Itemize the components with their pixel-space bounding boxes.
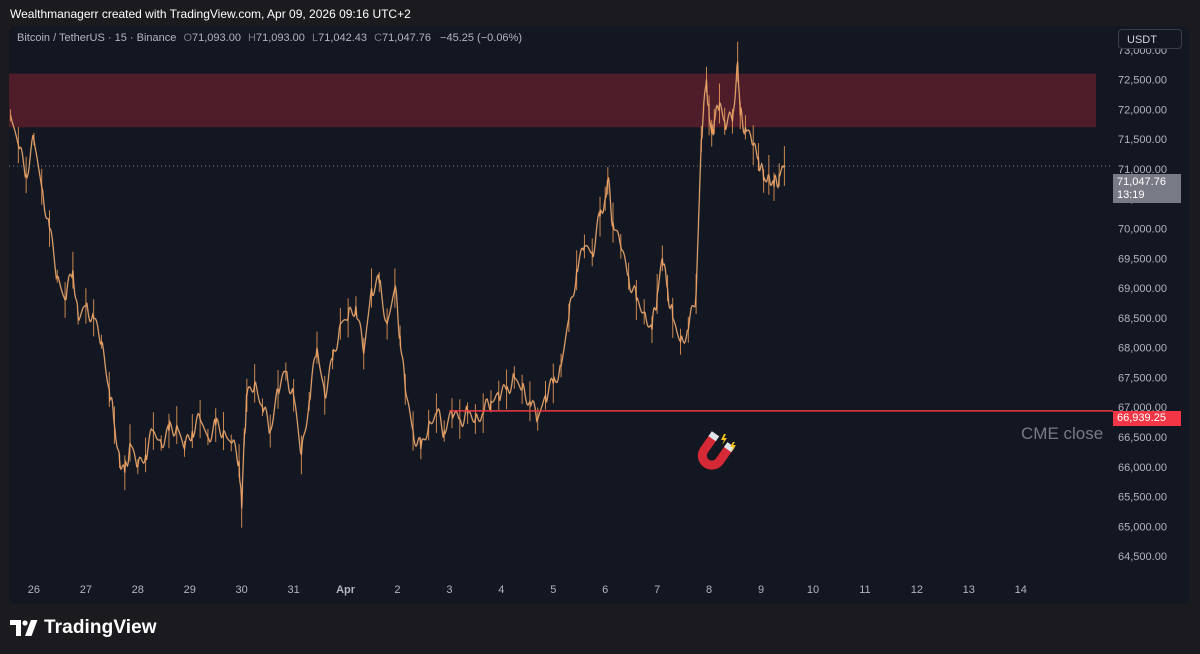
x-tick-label: 30 [236,584,248,596]
y-tick-label: 66,000.00 [1118,462,1167,474]
y-tick-label: 65,500.00 [1118,492,1167,504]
y-tick-label: 68,000.00 [1118,343,1167,355]
y-tick-label: 67,500.00 [1118,372,1167,384]
x-tick-label: 11 [859,584,870,596]
y-tick-label: 71,500.00 [1118,134,1167,146]
x-tick-label: 28 [132,584,144,596]
symbol-legend: Bitcoin / TetherUS · 15 · Binance O71,09… [17,31,522,45]
price-chart[interactable]: 64,500.00 65,000.00 65,500.00 66,000.00 66,5… [9,26,1190,604]
x-tick-label: 5 [550,584,556,596]
candle-countdown: 13:19 [1117,189,1145,201]
change-value: −45.25 (−0.06%) [440,32,522,44]
y-tick-label: 68,500.00 [1118,313,1167,325]
x-tick-label: 3 [446,584,452,596]
x-tick-label: 6 [602,584,608,596]
x-tick-label: 29 [184,584,196,596]
x-tick-label: 13 [963,584,975,596]
x-tick-label: 12 [911,584,923,596]
x-tick-label: 31 [287,584,299,596]
y-tick-label: 71,000.00 [1118,164,1167,176]
x-tick-label: 27 [80,584,92,596]
open-label: O [183,32,193,44]
current-price-value: 71,047.76 [1117,176,1166,188]
y-tick-label: 72,000.00 [1118,104,1167,116]
close-label: C [374,32,383,44]
x-tick-label: 8 [706,584,712,596]
current-price-tag: 71,047.76 13:19 [1113,174,1181,203]
x-tick-label: 14 [1015,584,1027,596]
price-series-line [10,61,785,509]
y-tick-label: 69,500.00 [1118,253,1167,265]
high-value: 71,093.00 [255,32,305,44]
low-label: L [311,32,319,44]
magnet-icon [693,430,739,472]
cme-price-tag: 66,939.25 [1113,411,1181,426]
chart-attribution: Wealthmanagerr created with TradingView.… [10,7,411,21]
open-value: 71,093.00 [192,32,241,44]
y-tick-label: 66,500.00 [1118,432,1167,444]
x-tick-label: Apr [336,584,356,596]
close-value: 71,047.76 [382,32,431,44]
tradingview-logo[interactable]: TradingView [10,617,157,639]
resistance-zone [9,73,1096,128]
y-tick-label: 69,000.00 [1118,283,1167,295]
cme-close-label: CME close [1021,424,1104,443]
x-tick-label: 4 [498,584,504,596]
y-tick-label: 72,500.00 [1118,75,1167,87]
x-tick-label: 26 [28,584,40,596]
currency-button[interactable]: USDT [1118,29,1182,49]
price-series-shadow [9,61,786,509]
x-tick-label: 9 [758,584,764,596]
high-label: H [248,32,256,44]
x-tick-label: 7 [654,584,660,596]
x-tick-label: 10 [807,584,819,596]
y-tick-label: 70,000.00 [1118,224,1167,236]
tradingview-brand: TradingView [44,617,157,638]
chart-panel[interactable]: 64,500.00 65,000.00 65,500.00 66,000.00 66,5… [9,26,1190,604]
y-tick-label: 65,000.00 [1118,521,1167,533]
symbol-name[interactable]: Bitcoin / TetherUS · 15 · Binance [17,32,177,44]
y-tick-label: 64,500.00 [1118,551,1167,563]
low-value: 71,042.43 [318,32,368,44]
tradingview-logo-icon [10,620,38,636]
x-tick-label: 2 [394,584,400,596]
